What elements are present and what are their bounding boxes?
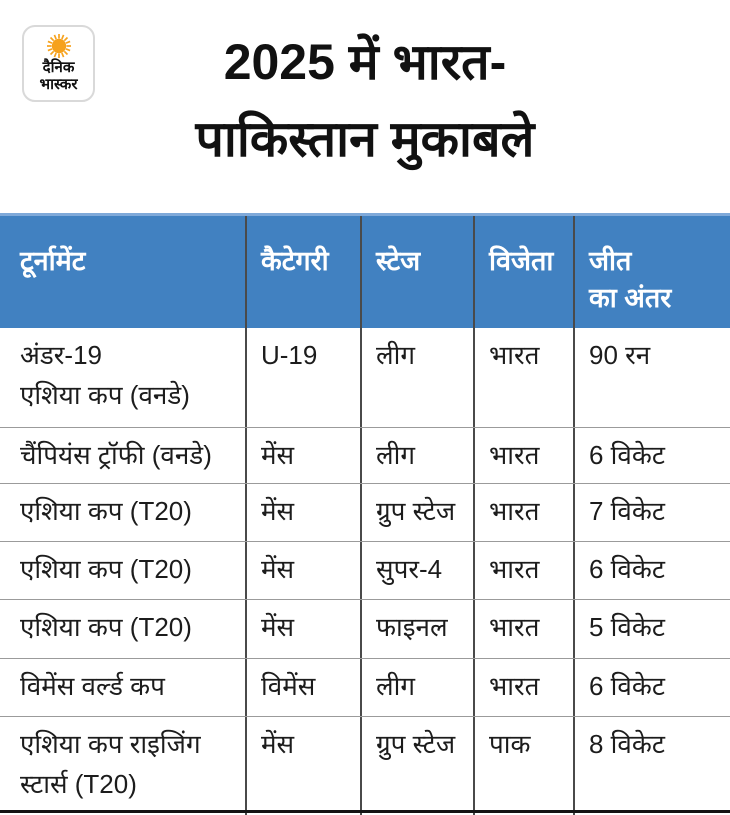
table-cell: अंडर-19 एशिया कप (वनडे)	[20, 340, 190, 410]
table-cell: भारत	[473, 659, 573, 716]
table-cell: मेंस	[245, 542, 360, 599]
table-cell: U-19	[245, 328, 360, 427]
table-cell: एशिया कप राइजिंग स्टार्स (T20)	[20, 729, 201, 799]
table-row: एशिया कप (T20) मेंस सुपर-4 भारत 6 विकेट	[0, 541, 730, 599]
table-cell: 8 विकेट	[573, 717, 730, 815]
table-cell: चैंपियंस ट्रॉफी (वनडे)	[20, 440, 212, 470]
header-cell-category: कैटेगरी	[245, 216, 360, 328]
table-cell: भारत	[473, 428, 573, 483]
table-row: एशिया कप (T20) मेंस फाइनल भारत 5 विकेट	[0, 599, 730, 658]
header-cell-tournament: टूर्नामेंट	[20, 246, 86, 276]
table-cell: भारत	[473, 328, 573, 427]
page-title: 2025 में भारत- पाकिस्तान मुकाबले	[195, 34, 535, 167]
table-row: चैंपियंस ट्रॉफी (वनडे) मेंस लीग भारत 6 विकेट	[0, 427, 730, 483]
table-cell: मेंस	[245, 484, 360, 541]
table-row: विमेंस वर्ल्ड कप विमेंस लीग भारत 6 विकेट	[0, 658, 730, 716]
table-cell: 6 विकेट	[573, 542, 730, 599]
table-row: एशिया कप (T20) मेंस ग्रुप स्टेज भारत 7 विकेट	[0, 483, 730, 541]
brand-name-line1: दैनिक	[42, 59, 75, 76]
table-cell: विमेंस वर्ल्ड कप	[20, 671, 165, 701]
table-cell: 90 रन	[573, 328, 730, 427]
table-cell: विमेंस	[245, 659, 360, 716]
bottom-border	[0, 810, 730, 813]
table-cell: ग्रुप स्टेज	[360, 717, 473, 815]
table-cell: लीग	[360, 659, 473, 716]
table-cell: लीग	[360, 328, 473, 427]
table-cell: भारत	[473, 542, 573, 599]
table-cell: भारत	[473, 600, 573, 658]
table-cell: एशिया कप (T20)	[20, 496, 192, 526]
table-cell: ग्रुप स्टेज	[360, 484, 473, 541]
table-cell: फाइनल	[360, 600, 473, 658]
table-cell: भारत	[473, 484, 573, 541]
table-cell: मेंस	[245, 717, 360, 815]
table-cell: 6 विकेट	[573, 428, 730, 483]
header-cell-stage: स्टेज	[360, 216, 473, 328]
table-body: अंडर-19 एशिया कप (वनडे) U-19 लीग भारत 90 रन च…	[0, 328, 730, 815]
table-cell: एशिया कप (T20)	[20, 612, 192, 642]
header-cell-winner: विजेता	[473, 216, 573, 328]
table-cell: सुपर-4	[360, 542, 473, 599]
brand-logo: दैनिक भास्कर	[22, 25, 95, 102]
table-row: अंडर-19 एशिया कप (वनडे) U-19 लीग भारत 90 रन	[0, 328, 730, 427]
table-row: एशिया कप राइजिंग स्टार्स (T20) मेंस ग्रुप …	[0, 716, 730, 815]
table-cell: 6 विकेट	[573, 659, 730, 716]
table-cell: लीग	[360, 428, 473, 483]
table-header-row: टूर्नामेंट कैटेगरी स्टेज विजेता जीत का अ…	[0, 213, 730, 328]
table-cell: पाक	[473, 717, 573, 815]
header-cell-margin: जीत का अंतर	[573, 216, 730, 328]
brand-name-line2: भास्कर	[39, 76, 78, 93]
table-cell: 5 विकेट	[573, 600, 730, 658]
matches-table: टूर्नामेंट कैटेगरी स्टेज विजेता जीत का अ…	[0, 213, 730, 815]
sun-icon	[46, 34, 71, 58]
table-cell: एशिया कप (T20)	[20, 554, 192, 584]
table-cell: मेंस	[245, 428, 360, 483]
table-cell: 7 विकेट	[573, 484, 730, 541]
table-cell: मेंस	[245, 600, 360, 658]
